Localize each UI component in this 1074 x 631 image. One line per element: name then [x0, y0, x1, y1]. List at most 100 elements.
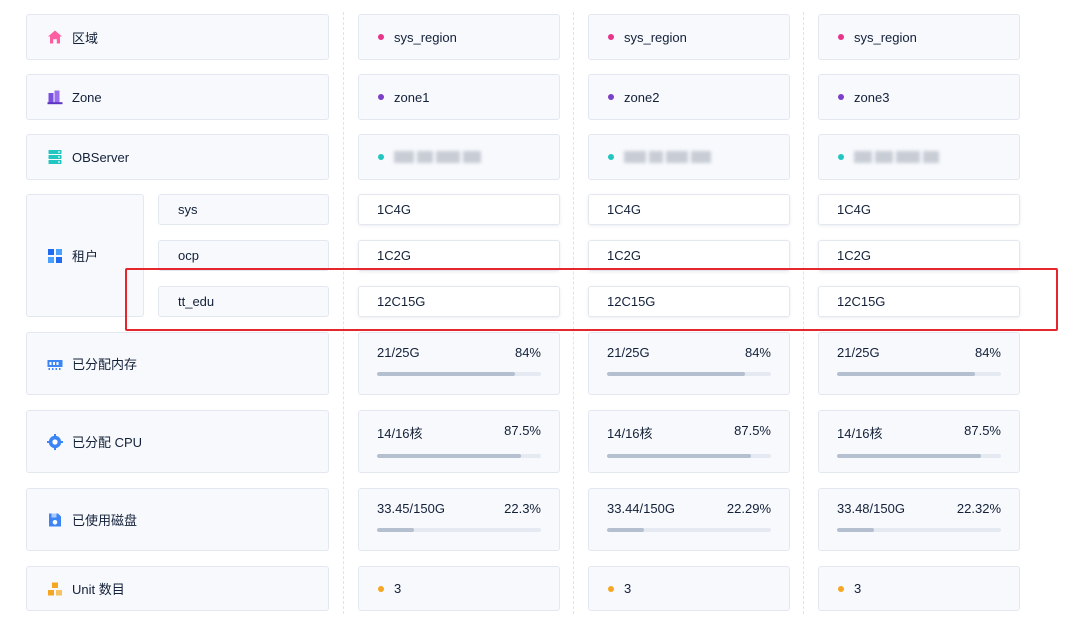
region-dot [608, 34, 614, 40]
memory-progress-fill [837, 372, 975, 376]
unit-dot [378, 585, 384, 592]
zone-bars-icon [47, 90, 63, 105]
observer-address-redacted [854, 151, 939, 163]
region-name: sys_region [854, 29, 917, 45]
tenant-spec: 1C4G [377, 202, 411, 217]
zone-cell: zone2 [588, 74, 790, 120]
tenant-spec: 1C2G [837, 248, 871, 263]
disk-usage-value: 33.48/150G [837, 501, 905, 516]
memory-usage-percent: 84% [514, 345, 541, 360]
tenant-spec: 12C15G [377, 294, 426, 309]
disk-progress-bar [377, 528, 541, 532]
disk-progress-fill [607, 528, 644, 532]
region-dot [378, 34, 384, 40]
tenant-spec-cell: 12C15G [818, 286, 1020, 317]
disk-usage-value: 33.44/150G [607, 501, 675, 516]
unit-icon [48, 582, 62, 595]
row-label-text: 租户 [72, 249, 99, 264]
memory-usage-value: 21/25G [607, 345, 650, 360]
tenant-name-sys: sys [158, 194, 329, 225]
row-label-text: Zone [72, 89, 102, 105]
cpu-progress-fill [377, 454, 521, 458]
disk-usage-percent: 22.3% [504, 501, 541, 516]
disk-progress-bar [837, 528, 1001, 532]
tenant-name-text: tt_edu [178, 294, 215, 309]
memory-usage-percent: 84% [974, 345, 1001, 360]
memory-usage-cell: 21/25G 84% [358, 332, 560, 395]
zone-cell: zone1 [358, 74, 560, 120]
column-divider [573, 12, 574, 614]
memory-usage-cell: 21/25G 84% [588, 332, 790, 395]
unit-count: 3 [624, 581, 632, 596]
row-label-region: 区域 [26, 14, 329, 60]
observer-dot [608, 154, 614, 160]
row-label-cpu: 已分配 CPU [26, 410, 329, 473]
cpu-icon [47, 433, 63, 450]
unit-count: 3 [854, 581, 862, 596]
disk-usage-percent: 22.32% [956, 501, 1001, 516]
cpu-progress-bar [377, 454, 541, 458]
row-label-unit: Unit 数目 [26, 566, 329, 611]
cpu-progress-fill [837, 454, 981, 458]
tenant-grid-icon [48, 248, 62, 263]
unit-count-cell: 3 [818, 566, 1020, 611]
cpu-usage-percent: 87.5% [504, 423, 541, 438]
observer-address-redacted [394, 151, 481, 163]
server-icon [48, 150, 62, 164]
observer-dot [838, 154, 844, 160]
zone-dot [838, 94, 844, 100]
row-label-tenant: 租户 [26, 194, 144, 317]
observer-address-redacted [624, 151, 711, 163]
tenant-name-tt-edu: tt_edu [158, 286, 329, 317]
cpu-progress-bar [837, 454, 1001, 458]
unit-count-cell: 3 [358, 566, 560, 611]
zone-name: zone2 [624, 89, 660, 105]
tenant-spec-cell: 1C4G [358, 194, 560, 225]
cpu-usage-value: 14/16核 [377, 426, 423, 441]
region-cell: sys_region [358, 14, 560, 60]
disk-progress-fill [377, 528, 414, 532]
observer-dot [378, 154, 384, 160]
memory-progress-bar [607, 372, 771, 376]
tenant-name-text: sys [178, 202, 198, 217]
column-divider [343, 12, 344, 614]
tenant-spec: 1C4G [607, 202, 641, 217]
cpu-usage-percent: 87.5% [964, 423, 1001, 438]
tenant-spec: 12C15G [837, 294, 886, 309]
tenant-name-ocp: ocp [158, 240, 329, 271]
row-label-disk: 已使用磁盘 [26, 488, 329, 551]
row-label-text: OBServer [72, 149, 130, 165]
tenant-spec-cell: 1C2G [358, 240, 560, 271]
row-label-text: 已分配内存 [72, 357, 138, 372]
tenant-spec-cell: 1C4G [818, 194, 1020, 225]
zone-name: zone3 [854, 89, 890, 105]
memory-usage-value: 21/25G [837, 345, 880, 360]
tenant-spec-cell: 12C15G [588, 286, 790, 317]
tenant-spec-cell: 1C2G [818, 240, 1020, 271]
unit-dot [608, 585, 614, 592]
row-label-text: 已分配 CPU [72, 435, 143, 450]
tenant-spec: 1C2G [377, 248, 411, 263]
cpu-usage-value: 14/16核 [607, 426, 653, 441]
tenant-spec-cell: 12C15G [358, 286, 560, 317]
memory-usage-cell: 21/25G 84% [818, 332, 1020, 395]
tenant-spec-cell: 1C4G [588, 194, 790, 225]
disk-usage-cell: 33.44/150G 22.29% [588, 488, 790, 551]
region-name: sys_region [394, 29, 457, 45]
cpu-progress-bar [607, 454, 771, 458]
zone-dot [608, 94, 614, 100]
row-label-memory: 已分配内存 [26, 332, 329, 395]
tenant-spec: 1C2G [607, 248, 641, 263]
region-name: sys_region [624, 29, 687, 45]
row-label-zone: Zone [26, 74, 329, 120]
memory-progress-fill [607, 372, 745, 376]
memory-usage-value: 21/25G [377, 345, 420, 360]
zone-dot [378, 94, 384, 100]
column-divider [803, 12, 804, 614]
row-label-text: 已使用磁盘 [72, 513, 138, 528]
disk-progress-fill [837, 528, 874, 532]
disk-usage-value: 33.45/150G [377, 501, 445, 516]
cpu-usage-cell: 14/16核 87.5% [588, 410, 790, 473]
tenant-spec: 12C15G [607, 294, 656, 309]
unit-count-cell: 3 [588, 566, 790, 611]
